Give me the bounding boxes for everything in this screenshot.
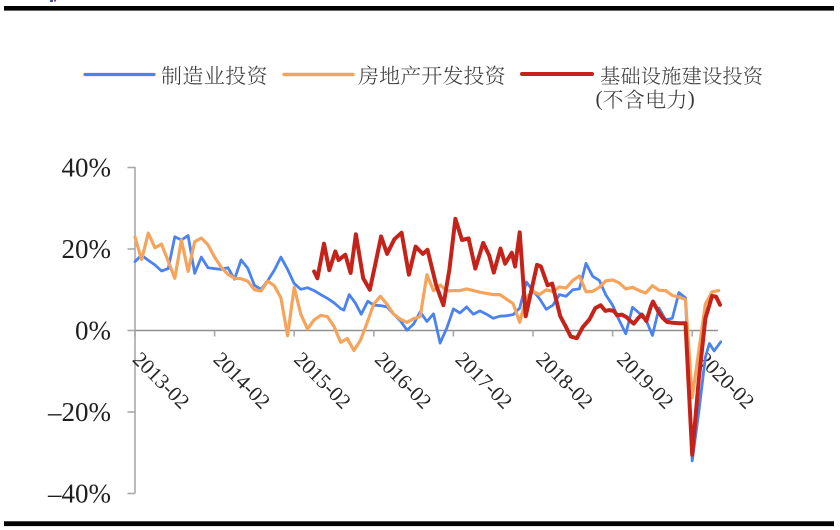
svg-text:2017-02: 2017-02: [451, 347, 517, 413]
svg-text:40%: 40%: [62, 153, 112, 183]
svg-text:20%: 20%: [62, 234, 112, 264]
svg-text:2019-02: 2019-02: [612, 347, 678, 413]
svg-text:2018-02: 2018-02: [531, 347, 597, 413]
svg-text:–20%: –20%: [47, 397, 111, 427]
svg-text:2014-02: 2014-02: [209, 347, 275, 413]
svg-text:–40%: –40%: [47, 479, 111, 509]
svg-text:2013-02: 2013-02: [128, 347, 194, 413]
svg-text:0%: 0%: [75, 316, 111, 346]
svg-text:2015-02: 2015-02: [289, 347, 355, 413]
svg-text:): ): [688, 87, 695, 111]
svg-text:2016-02: 2016-02: [370, 347, 436, 413]
svg-text:(: (: [596, 87, 603, 111]
